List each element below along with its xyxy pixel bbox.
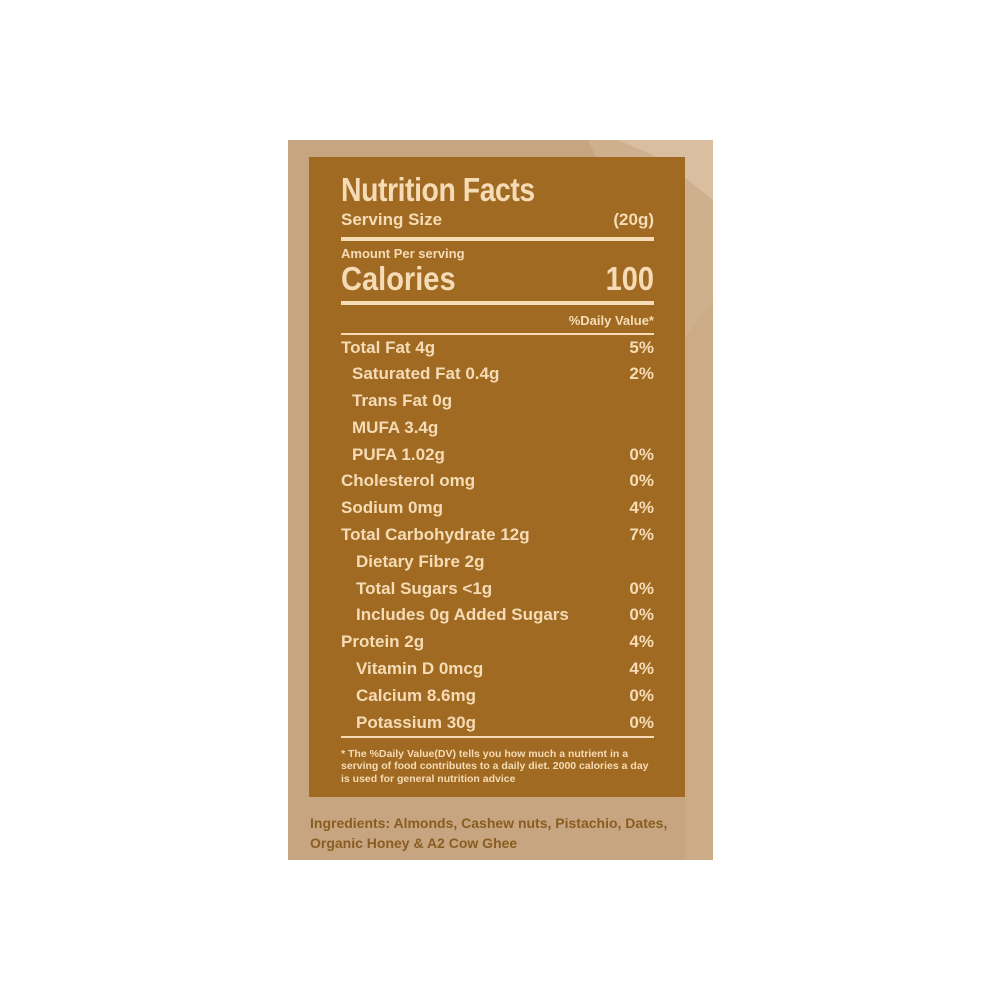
- serving-size-row: Serving Size (20g): [341, 209, 654, 237]
- nutrient-daily-value: 2%: [629, 364, 654, 384]
- nutrient-label: Saturated Fat 0.4g: [352, 364, 500, 384]
- nutrient-label: Total Fat 4g: [341, 337, 436, 357]
- nutrition-facts-title: Nutrition Facts: [341, 171, 535, 208]
- serving-size-label: Serving Size: [341, 210, 443, 229]
- nutrient-row: Sodium 0mg 4%: [341, 495, 654, 522]
- calories-label: Calories: [341, 260, 456, 297]
- nutrient-daily-value: 4%: [629, 632, 654, 652]
- nutrient-label: Sodium 0mg: [341, 498, 444, 518]
- nutrition-facts-panel: Nutrition Facts Serving Size (20g) Amoun…: [309, 157, 685, 797]
- nutrient-label: Calcium 8.6mg: [356, 685, 476, 705]
- nutrient-row: Dietary Fibre 2g: [341, 549, 654, 576]
- nutrient-label: Total Sugars <1g: [356, 578, 493, 598]
- nutrient-daily-value: 0%: [629, 605, 654, 625]
- nutrient-row: Vitamin D 0mcg 4%: [341, 656, 654, 683]
- nutrient-label: MUFA 3.4g: [352, 417, 439, 437]
- nutrient-row: MUFA 3.4g: [341, 415, 654, 442]
- divider-thick: [341, 237, 654, 241]
- nutrient-label: Total Carbohydrate 12g: [341, 525, 530, 545]
- nutrient-label: Potassium 30g: [356, 712, 476, 732]
- nutrient-row: Calcium 8.6mg 0%: [341, 683, 654, 710]
- ingredients-text: Ingredients: Almonds, Cashew nuts, Pista…: [310, 815, 668, 851]
- nutrient-row: Total Sugars <1g 0%: [341, 576, 654, 603]
- nutrient-label: Includes 0g Added Sugars: [356, 605, 569, 625]
- nutrient-row: PUFA 1.02g 0%: [341, 442, 654, 469]
- amount-per-serving: Amount Per serving: [341, 246, 465, 261]
- nutrient-daily-value: 4%: [629, 498, 654, 518]
- nutrient-row: Trans Fat 0g: [341, 388, 654, 415]
- nutrient-row: Total Fat 4g 5%: [341, 335, 654, 362]
- nutrient-row: Cholesterol omg 0%: [341, 468, 654, 495]
- daily-value-footnote: * The %Daily Value(DV) tells you how muc…: [341, 747, 649, 785]
- nutrient-list: Total Fat 4g 5% Saturated Fat 0.4g 2% Tr…: [341, 335, 654, 737]
- nutrient-row: Total Carbohydrate 12g 7%: [341, 522, 654, 549]
- nutrient-row: Saturated Fat 0.4g 2%: [341, 361, 654, 388]
- nutrient-daily-value: 0%: [629, 712, 654, 732]
- nutrient-daily-value: 5%: [629, 337, 654, 357]
- nutrient-row: Potassium 30g 0%: [341, 710, 654, 737]
- serving-size-value: (20g): [613, 210, 654, 229]
- divider-thin: [341, 736, 654, 738]
- nutrient-daily-value: 4%: [629, 659, 654, 679]
- nutrient-daily-value: 0%: [629, 685, 654, 705]
- calories-row: Calories 100: [341, 261, 654, 301]
- nutrient-label: Cholesterol omg: [341, 471, 476, 491]
- daily-value-header: %Daily Value*: [568, 313, 654, 328]
- nutrient-row: Protein 2g 4%: [341, 629, 654, 656]
- nutrient-daily-value: 0%: [629, 471, 654, 491]
- nutrient-label: Vitamin D 0mcg: [356, 659, 484, 679]
- nutrient-label: Trans Fat 0g: [352, 391, 453, 411]
- nutrient-label: Dietary Fibre 2g: [356, 551, 485, 571]
- nutrient-label: Protein 2g: [341, 632, 425, 652]
- divider-thick: [341, 301, 654, 305]
- nutrient-daily-value: 0%: [629, 578, 654, 598]
- nutrient-daily-value: 0%: [629, 444, 654, 464]
- nutrient-daily-value: 7%: [629, 525, 654, 545]
- nutrient-label: PUFA 1.02g: [352, 444, 445, 464]
- calories-value: 100: [605, 260, 654, 297]
- divider-thin: [341, 333, 654, 335]
- nutrient-row: Includes 0g Added Sugars 0%: [341, 602, 654, 629]
- product-package: Nutrition Facts Serving Size (20g) Amoun…: [288, 140, 713, 860]
